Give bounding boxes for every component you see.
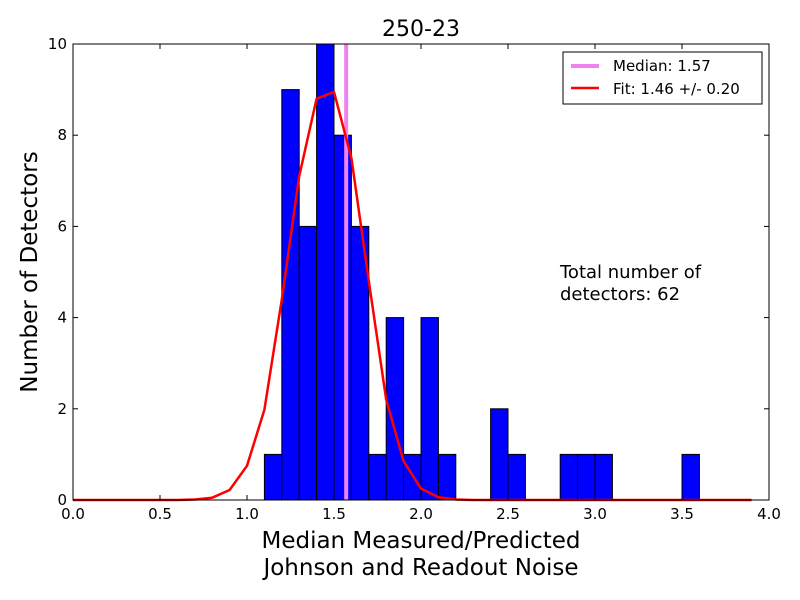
histogram-bar — [594, 453, 613, 501]
histogram-bar — [316, 43, 335, 501]
legend-median-label: Median: 1.57 — [613, 57, 711, 75]
x-axis-label-line-2: Johnson and Readout Noise — [261, 555, 578, 581]
y-tick-label: 10 — [48, 35, 67, 53]
histogram-bar — [263, 453, 283, 501]
y-tick-label: 2 — [57, 400, 67, 418]
y-axis-label: Number of Detectors — [17, 151, 43, 392]
y-tick-label: 0 — [57, 491, 67, 509]
axis-ticks: 0.0 0.5 1.0 1.5 2.0 2.5 3.0 3.5 4.0 0 2 4 6 8 10 — [48, 35, 781, 523]
histogram-bar — [681, 453, 700, 501]
y-tick-label: 8 — [57, 126, 67, 144]
histogram-bar — [420, 317, 439, 501]
y-tick-label: 4 — [57, 309, 67, 327]
chart-title: 250-23 — [382, 17, 460, 42]
histogram-bar — [333, 134, 352, 501]
histogram-bar — [490, 408, 509, 501]
x-axis-label: Median Measured/Predicted Johnson and Re… — [261, 528, 580, 581]
x-tick-label: 0.5 — [148, 505, 172, 523]
annotation-line-2: detectors: 62 — [560, 284, 680, 305]
legend: Median: 1.57 Fit: 1.46 +/- 0.20 — [562, 51, 763, 105]
x-tick-label: 4.0 — [757, 505, 781, 523]
x-tick-label: 3.0 — [583, 505, 607, 523]
x-tick-label: 2.5 — [496, 505, 520, 523]
y-tick-label: 6 — [57, 217, 67, 235]
x-tick-label: 2.0 — [409, 505, 433, 523]
x-tick-label: 0.0 — [61, 505, 85, 523]
x-tick-label: 1.0 — [235, 505, 259, 523]
legend-box — [562, 51, 763, 105]
histogram-bar — [437, 453, 457, 501]
x-tick-label: 3.5 — [670, 505, 694, 523]
x-tick-label: 1.5 — [322, 505, 346, 523]
histogram-bar — [298, 225, 318, 501]
histogram-bar — [577, 453, 596, 501]
annotation-line-1: Total number of — [559, 262, 702, 283]
total-detectors-annotation: Total number of detectors: 62 — [559, 262, 702, 305]
x-axis-label-line-1: Median Measured/Predicted — [261, 528, 580, 554]
histogram-bar — [281, 89, 300, 501]
histogram-bar — [559, 453, 579, 501]
legend-fit-label: Fit: 1.46 +/- 0.20 — [613, 80, 740, 98]
histogram-bar — [368, 453, 387, 501]
histogram-bar — [507, 453, 526, 501]
